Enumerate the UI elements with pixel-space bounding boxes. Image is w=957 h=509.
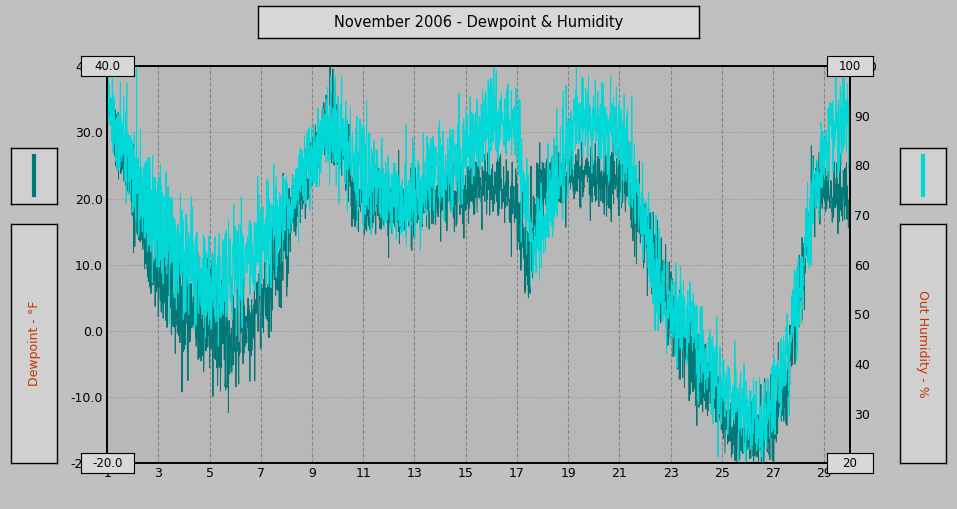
Text: Dewpoint - °F: Dewpoint - °F <box>28 301 41 386</box>
Text: November 2006 - Dewpoint & Humidity: November 2006 - Dewpoint & Humidity <box>334 15 623 30</box>
Text: 20: 20 <box>842 457 857 470</box>
Text: 100: 100 <box>838 60 861 73</box>
Text: 40.0: 40.0 <box>94 60 121 73</box>
Text: -20.0: -20.0 <box>92 457 122 470</box>
Text: Out Humidity - %: Out Humidity - % <box>916 290 929 398</box>
